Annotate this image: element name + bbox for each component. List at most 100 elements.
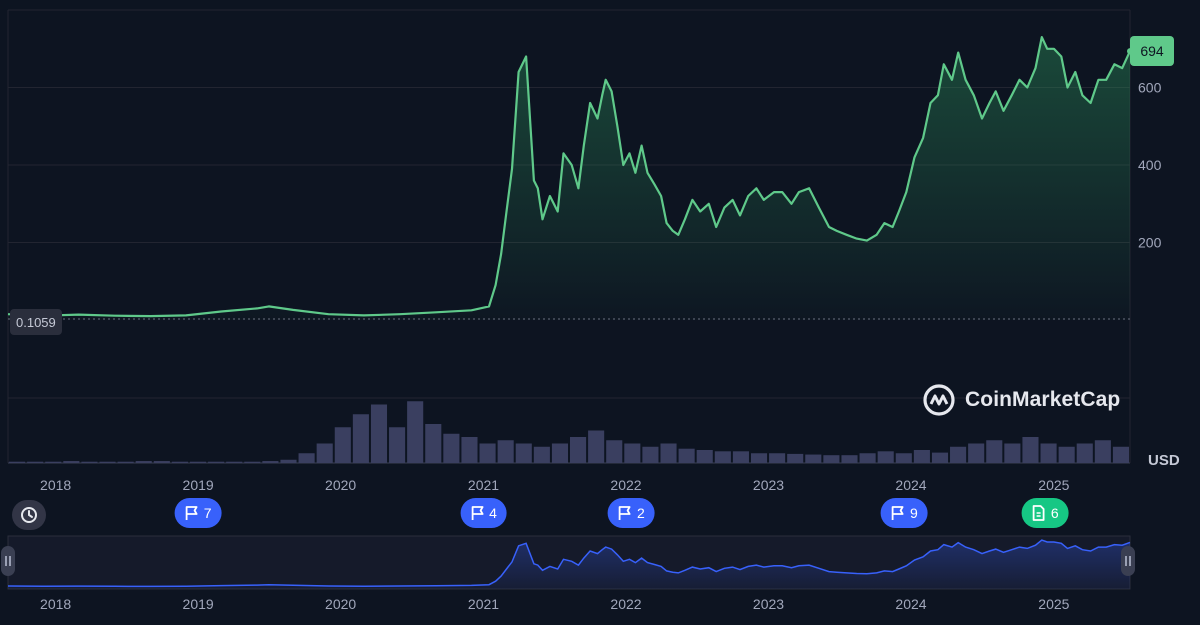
volume-bar <box>208 461 225 463</box>
volume-bar <box>769 453 786 463</box>
event-marker-flag[interactable]: 7 <box>174 498 222 528</box>
event-marker-count: 2 <box>637 505 645 521</box>
volume-bar <box>479 443 496 463</box>
price-area-layer <box>8 37 1130 320</box>
navigator-x-tick-label: 2020 <box>325 596 356 612</box>
volume-bar <box>823 455 840 463</box>
y-tick-label: 600 <box>1138 80 1162 96</box>
event-marker-flag[interactable]: 4 <box>460 498 507 528</box>
volume-bar <box>81 461 98 463</box>
history-icon <box>21 507 37 523</box>
volume-bar <box>931 452 949 463</box>
volume-bar <box>588 430 605 463</box>
volume-bar <box>1040 443 1057 463</box>
start-price-label: 0.1059 <box>10 309 62 335</box>
event-marker-flag[interactable]: 2 <box>608 498 655 528</box>
event-marker-count: 9 <box>909 505 918 521</box>
y-tick-label: 200 <box>1138 235 1162 251</box>
volume-bar <box>1004 443 1021 463</box>
volume-bar <box>1076 443 1093 463</box>
volume-bar <box>624 443 641 463</box>
volume-bar <box>660 443 677 463</box>
volume-bar <box>859 453 876 463</box>
event-marker-count: 6 <box>1050 505 1059 521</box>
event-marker-count: 7 <box>203 505 212 521</box>
volume-bar <box>913 450 930 463</box>
volume-bar <box>153 461 170 463</box>
navigator-x-tick-label: 2025 <box>1038 596 1069 612</box>
volume-bar <box>262 461 279 463</box>
x-tick-label: 2021 <box>468 477 499 493</box>
event-marker-document[interactable]: 6 <box>1021 498 1069 528</box>
x-tick-label: 2025 <box>1038 477 1069 493</box>
x-tick-label: 2024 <box>895 477 926 493</box>
volume-bar <box>135 461 152 463</box>
volume-bar <box>1058 446 1075 463</box>
volume-bar <box>570 437 587 463</box>
volume-bar <box>986 440 1003 463</box>
flag-icon <box>892 506 904 520</box>
volume-bar <box>533 446 550 463</box>
volume-bar <box>244 461 261 463</box>
volume-bar <box>425 424 442 463</box>
volume-bar <box>696 450 713 463</box>
flag-icon <box>619 506 631 520</box>
range-handle-right[interactable] <box>1121 546 1135 576</box>
volume-bar <box>352 414 369 463</box>
volume-bar <box>443 433 460 463</box>
navigator-x-tick-label: 2018 <box>40 596 71 612</box>
volume-bar <box>389 427 406 463</box>
history-button[interactable] <box>12 500 46 530</box>
navigator-line <box>7 539 1131 588</box>
volume-bar <box>950 446 967 463</box>
coinmarketcap-logo-icon <box>923 384 955 416</box>
y-tick-label: 400 <box>1138 157 1162 173</box>
volume-bar <box>316 443 333 463</box>
volume-bar <box>117 461 134 463</box>
volume-bar <box>497 440 514 463</box>
flag-icon <box>185 506 198 520</box>
x-tick-label: 2020 <box>325 477 356 493</box>
navigator-x-tick-label: 2021 <box>468 596 499 612</box>
event-marker-flag[interactable]: 9 <box>880 498 928 528</box>
volume-bar <box>189 461 207 463</box>
volume-bar <box>45 461 62 463</box>
volume-bar <box>9 461 26 463</box>
volume-bar <box>678 448 695 463</box>
volume-layer <box>9 401 1129 463</box>
volume-bar <box>407 401 424 463</box>
volume-bar <box>551 443 568 463</box>
navigator-area <box>8 540 1130 589</box>
navigator-layer[interactable] <box>7 535 1131 590</box>
volume-bar <box>370 404 388 463</box>
volume-bar <box>226 461 243 463</box>
navigator-x-tick-label: 2024 <box>895 596 926 612</box>
volume-bar <box>171 461 188 463</box>
navigator-x-tick-label: 2022 <box>610 596 641 612</box>
volume-bar <box>298 453 315 463</box>
volume-bar <box>515 443 532 463</box>
current-price-label: 694 <box>1130 36 1174 66</box>
flag-icon <box>471 506 484 520</box>
axis-layer: 200 400 600 2018 2018 2019 2019 2020 2020 2021 202… <box>40 80 1162 613</box>
event-marker-count: 4 <box>489 505 497 521</box>
price-line <box>7 36 1131 318</box>
x-tick-label: 2023 <box>753 477 784 493</box>
volume-bar <box>732 451 749 463</box>
document-icon <box>1032 505 1045 521</box>
volume-bar <box>750 453 768 463</box>
volume-bar <box>99 461 116 463</box>
brand-watermark: CoinMarketCap <box>922 383 1120 417</box>
x-tick-label: 2022 <box>610 477 641 493</box>
volume-bar <box>27 461 44 463</box>
volume-bar <box>895 453 912 463</box>
volume-bar <box>1112 446 1129 463</box>
volume-bar <box>63 461 80 463</box>
volume-bar <box>877 451 894 463</box>
volume-bar <box>714 451 731 463</box>
volume-bar <box>787 453 804 463</box>
range-handle-left[interactable] <box>1 546 15 576</box>
navigator-x-tick-label: 2019 <box>183 596 214 612</box>
